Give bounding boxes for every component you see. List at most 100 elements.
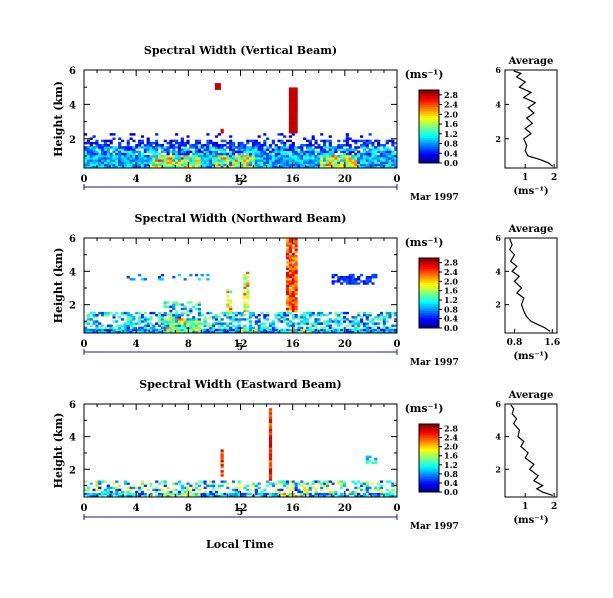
heatmap-cell [226, 305, 230, 308]
heatmap-cell [132, 157, 136, 160]
heatmap-cell [212, 154, 216, 158]
day-label: 5 [237, 508, 243, 518]
heatmap-cell [317, 157, 321, 160]
heatmap-cell [189, 320, 193, 323]
heatmap-cell [342, 159, 347, 162]
heatmap-cell [109, 139, 113, 143]
heatmap-cell [103, 159, 108, 162]
heatmap-cell [391, 488, 395, 492]
colorbar-swatch [419, 314, 439, 317]
heatmap-cell [197, 328, 201, 332]
heatmap-cell [155, 480, 159, 483]
heatmap-cell [288, 157, 293, 160]
heatmap-cell [169, 157, 173, 160]
heatmap-cell [368, 326, 372, 330]
heatmap-cell [84, 148, 88, 151]
heatmap-cell [263, 154, 267, 158]
heatmap-cell [143, 150, 147, 154]
heatmap-cell [379, 486, 384, 490]
heatmap-cell [197, 139, 201, 143]
heatmap-cell [291, 324, 295, 327]
heatmap-cell [388, 480, 392, 483]
heatmap-cell [308, 330, 312, 334]
heatmap-cell [220, 494, 224, 498]
heatmap-cell [180, 148, 184, 151]
heatmap-cell [101, 148, 105, 151]
heatmap-cell [101, 163, 105, 167]
heatmap-cell [246, 488, 250, 492]
colorbar-swatch [419, 286, 439, 289]
heatmap-cell [89, 137, 93, 140]
heatmap-cell [328, 146, 332, 149]
heatmap-cell [89, 141, 93, 145]
heatmap-cell [206, 494, 210, 498]
heatmap-cell [177, 318, 182, 321]
heatmap-cell [268, 428, 273, 432]
heatmap-cell [286, 278, 290, 281]
heatmap-cell [129, 154, 133, 158]
heatmap-cell [360, 484, 364, 487]
heatmap-cell [157, 488, 162, 492]
heatmap-cell [106, 159, 110, 162]
heatmap-cell [177, 303, 182, 306]
heatmap-cell [325, 482, 330, 485]
heatmap-cell [189, 163, 193, 167]
heatmap-cell [328, 480, 332, 483]
heatmap-cell [342, 139, 347, 143]
heatmap-cell [109, 311, 113, 315]
heatmap-cell [288, 111, 293, 114]
heatmap-cell [92, 141, 96, 145]
heatmap-cell [166, 328, 170, 332]
heatmap-cell [229, 322, 233, 325]
heatmap-cell [379, 161, 384, 164]
heatmap-cell [115, 161, 119, 164]
heatmap-cell [300, 494, 304, 498]
heatmap-cell [101, 159, 105, 162]
heatmap-cell [320, 488, 324, 492]
heatmap-cell [283, 144, 287, 147]
heatmap-cell [140, 139, 145, 143]
heatmap-cell [357, 311, 361, 315]
heatmap-cell [314, 492, 318, 496]
heatmap-cell [331, 326, 335, 330]
heatmap-cell [286, 492, 290, 496]
colorbar-swatch [419, 122, 439, 126]
heatmap-cell [294, 494, 298, 498]
heatmap-cell [357, 276, 361, 279]
heatmap-cell [328, 494, 332, 498]
heatmap-cell [257, 144, 261, 147]
heatmap-cell [271, 320, 275, 323]
heatmap-cell [246, 152, 250, 156]
heatmap-cell [234, 161, 238, 164]
heatmap-cell [334, 146, 338, 149]
heatmap-cell [294, 254, 298, 258]
heatmap-cell [294, 290, 298, 294]
heatmap-cell [157, 328, 162, 332]
y-axis-label: Height (km) [52, 248, 65, 324]
heatmap-cell [320, 139, 324, 143]
heatmap-cell [123, 150, 127, 154]
heatmap-cell [115, 159, 119, 162]
heatmap-cell [288, 109, 293, 112]
colorbar-swatch [419, 291, 439, 294]
heatmap-cell [300, 159, 304, 162]
heatmap-cell [271, 161, 275, 164]
heatmap-cell [217, 159, 221, 162]
heatmap-cell [220, 470, 224, 473]
heatmap-cell [129, 161, 133, 164]
heatmap-cell [283, 165, 287, 169]
heatmap-cell [337, 139, 341, 143]
heatmap-cell [209, 154, 213, 158]
heatmap-cell [294, 165, 298, 169]
heatmap-cell [291, 133, 295, 136]
heatmap-cell [300, 316, 304, 319]
heatmap-cell [288, 122, 293, 125]
heatmap-cell [303, 494, 307, 498]
heatmap-cell [186, 159, 190, 162]
heatmap-cell [368, 311, 372, 315]
heatmap-cell [354, 328, 358, 332]
heatmap-cell [115, 152, 119, 156]
heatmap-cell [385, 320, 389, 323]
heatmap-cell [260, 322, 264, 325]
heatmap-cell [268, 432, 273, 436]
